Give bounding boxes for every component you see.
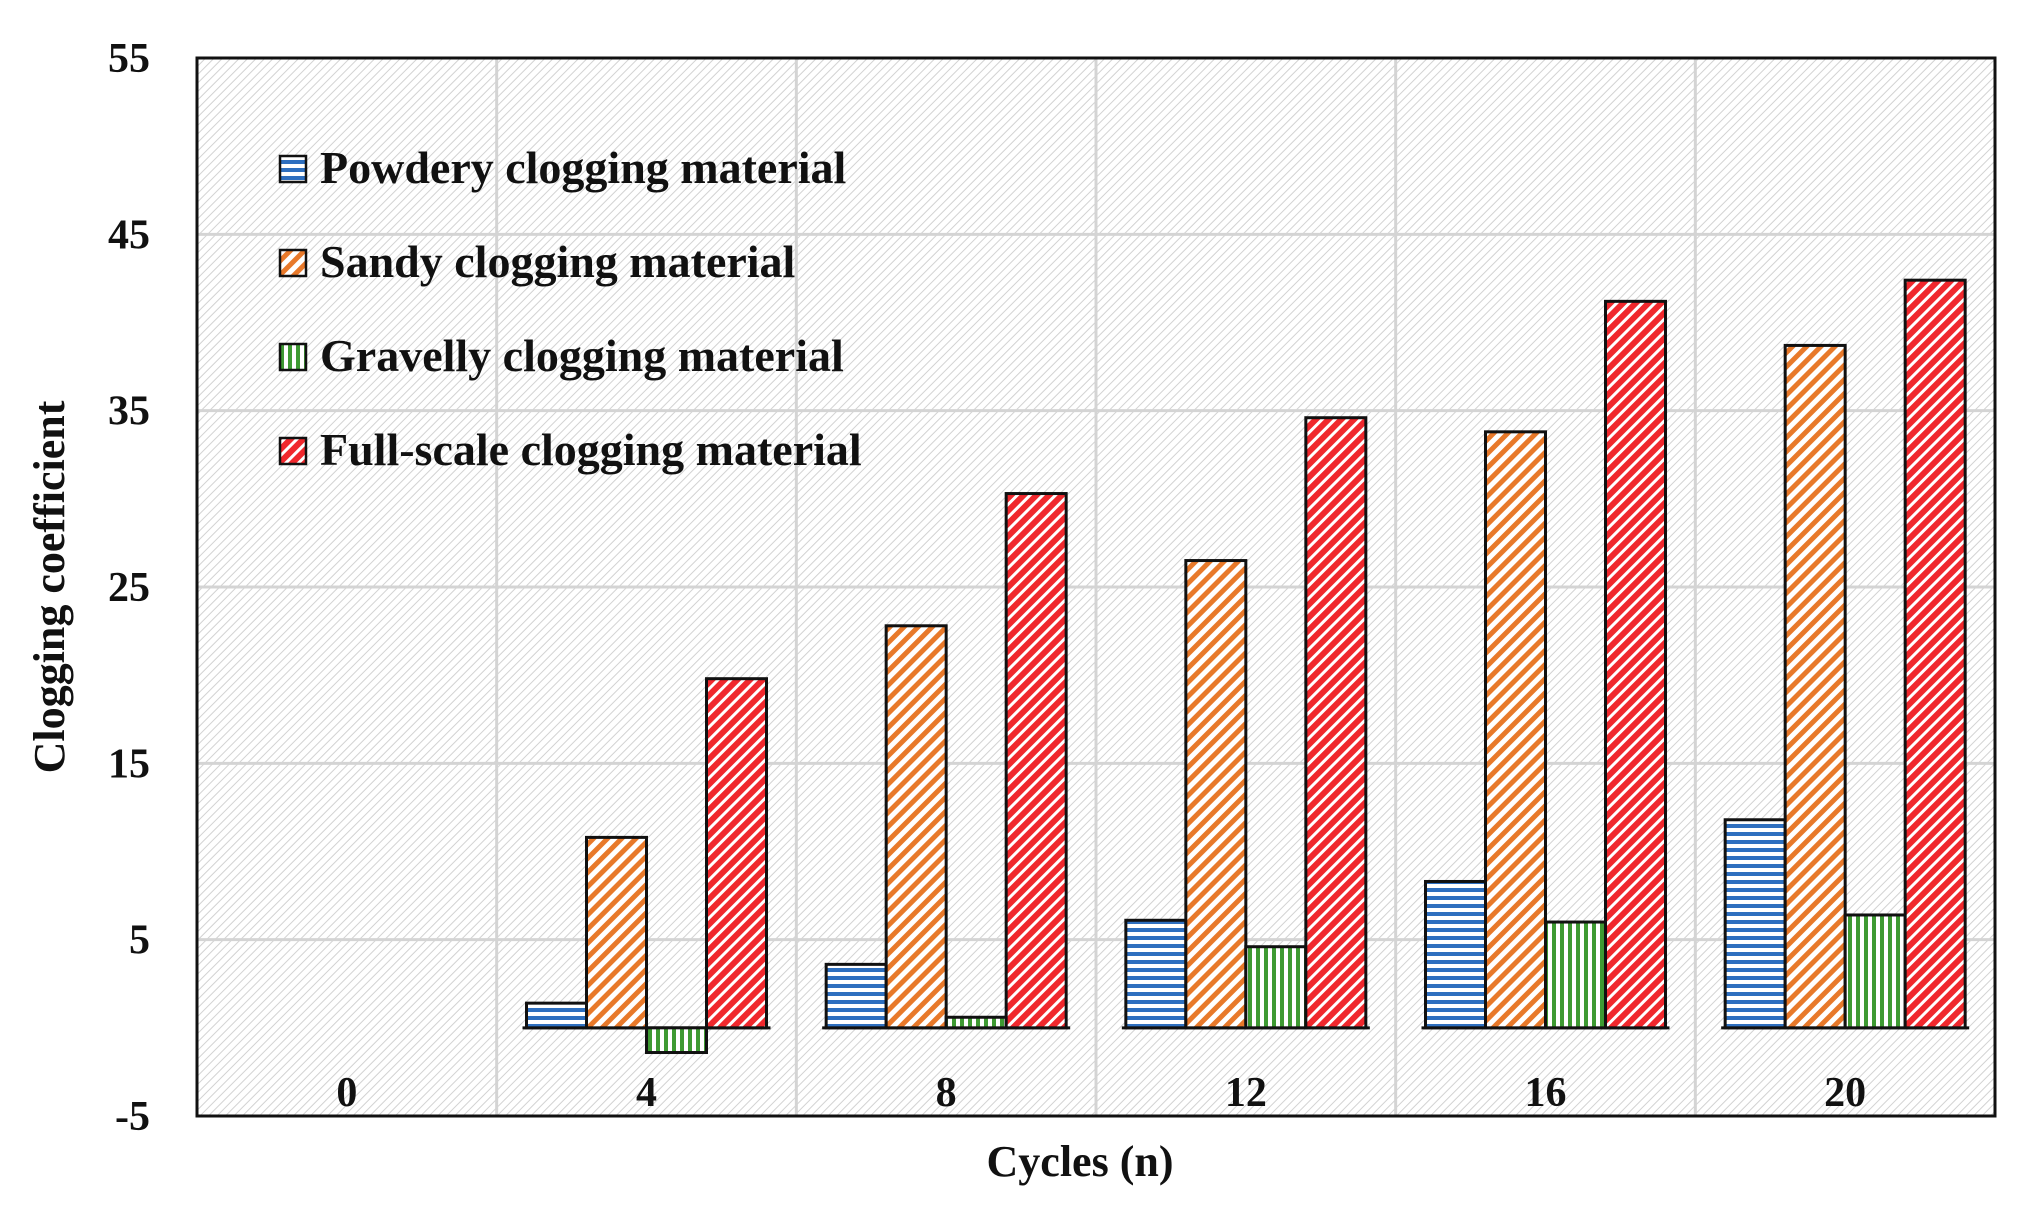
- bar-gravelly-clogging-material-8: [944, 1015, 1008, 1030]
- bar-gravelly-clogging-material-16: [1544, 920, 1607, 1030]
- x-tick-label: 12: [1225, 1070, 1267, 1116]
- bar-sandy-clogging-material-8: [884, 624, 948, 1030]
- x-tick-label: 8: [936, 1070, 957, 1116]
- legend-swatch: [278, 342, 308, 372]
- legend-swatch: [278, 436, 308, 466]
- bar-full-scale-clogging-material-12: [1304, 416, 1368, 1030]
- bar-powdery-clogging-material-12: [1124, 918, 1188, 1030]
- legend: Powdery clogging material Sandy clogging …: [278, 142, 862, 475]
- grid: [197, 58, 1995, 1116]
- bar-full-scale-clogging-material-4: [705, 677, 768, 1030]
- legend-label: Sandy clogging material: [320, 236, 795, 287]
- x-tick-labels: 0 4 8 12 16 20: [336, 1070, 1866, 1116]
- x-axis-title: Cycles (n): [987, 1137, 1174, 1186]
- bar-sandy-clogging-material-12: [1184, 559, 1248, 1030]
- legend-label: Powdery clogging material: [320, 142, 846, 193]
- y-tick-label: 25: [108, 565, 150, 611]
- bar-powdery-clogging-material-16: [1424, 879, 1487, 1030]
- y-tick-label: 35: [108, 389, 150, 435]
- y-tick-labels: -5 5 15 25 35 45 55: [108, 36, 150, 1140]
- bars: [522, 278, 1970, 1055]
- bar-sandy-clogging-material-16: [1484, 430, 1547, 1030]
- bar-full-scale-clogging-material-20: [1903, 278, 1967, 1030]
- x-tick-label: 0: [336, 1070, 357, 1116]
- bar-sandy-clogging-material-20: [1783, 343, 1847, 1030]
- y-tick-label: 5: [129, 918, 150, 964]
- bar-sandy-clogging-material-4: [585, 835, 648, 1030]
- bar-gravelly-clogging-material-20: [1843, 913, 1907, 1030]
- legend-swatch: [278, 248, 308, 278]
- x-tick-label: 16: [1525, 1070, 1567, 1116]
- bar-powdery-clogging-material-20: [1723, 818, 1787, 1030]
- bar-powdery-clogging-material-8: [824, 962, 888, 1030]
- plot-frame: [195, 56, 1997, 1118]
- x-tick-label: 20: [1824, 1070, 1866, 1116]
- legend-swatch: [278, 154, 308, 184]
- y-tick-label: 15: [108, 741, 150, 787]
- bar-gravelly-clogging-material-12: [1244, 945, 1308, 1030]
- y-tick-label: -5: [115, 1094, 150, 1140]
- bar-powdery-clogging-material-4: [525, 1001, 588, 1030]
- y-axis-title: Clogging coefficient: [25, 400, 74, 773]
- legend-label: Gravelly clogging material: [320, 330, 844, 381]
- bar-full-scale-clogging-material-8: [1004, 492, 1068, 1030]
- x-tick-label: 4: [636, 1070, 657, 1116]
- bar-full-scale-clogging-material-16: [1604, 299, 1667, 1030]
- y-tick-label: 55: [108, 36, 150, 82]
- y-tick-label: 45: [108, 212, 150, 258]
- legend-label: Full-scale clogging material: [320, 424, 862, 475]
- bar-gravelly-clogging-material-4: [645, 1026, 708, 1055]
